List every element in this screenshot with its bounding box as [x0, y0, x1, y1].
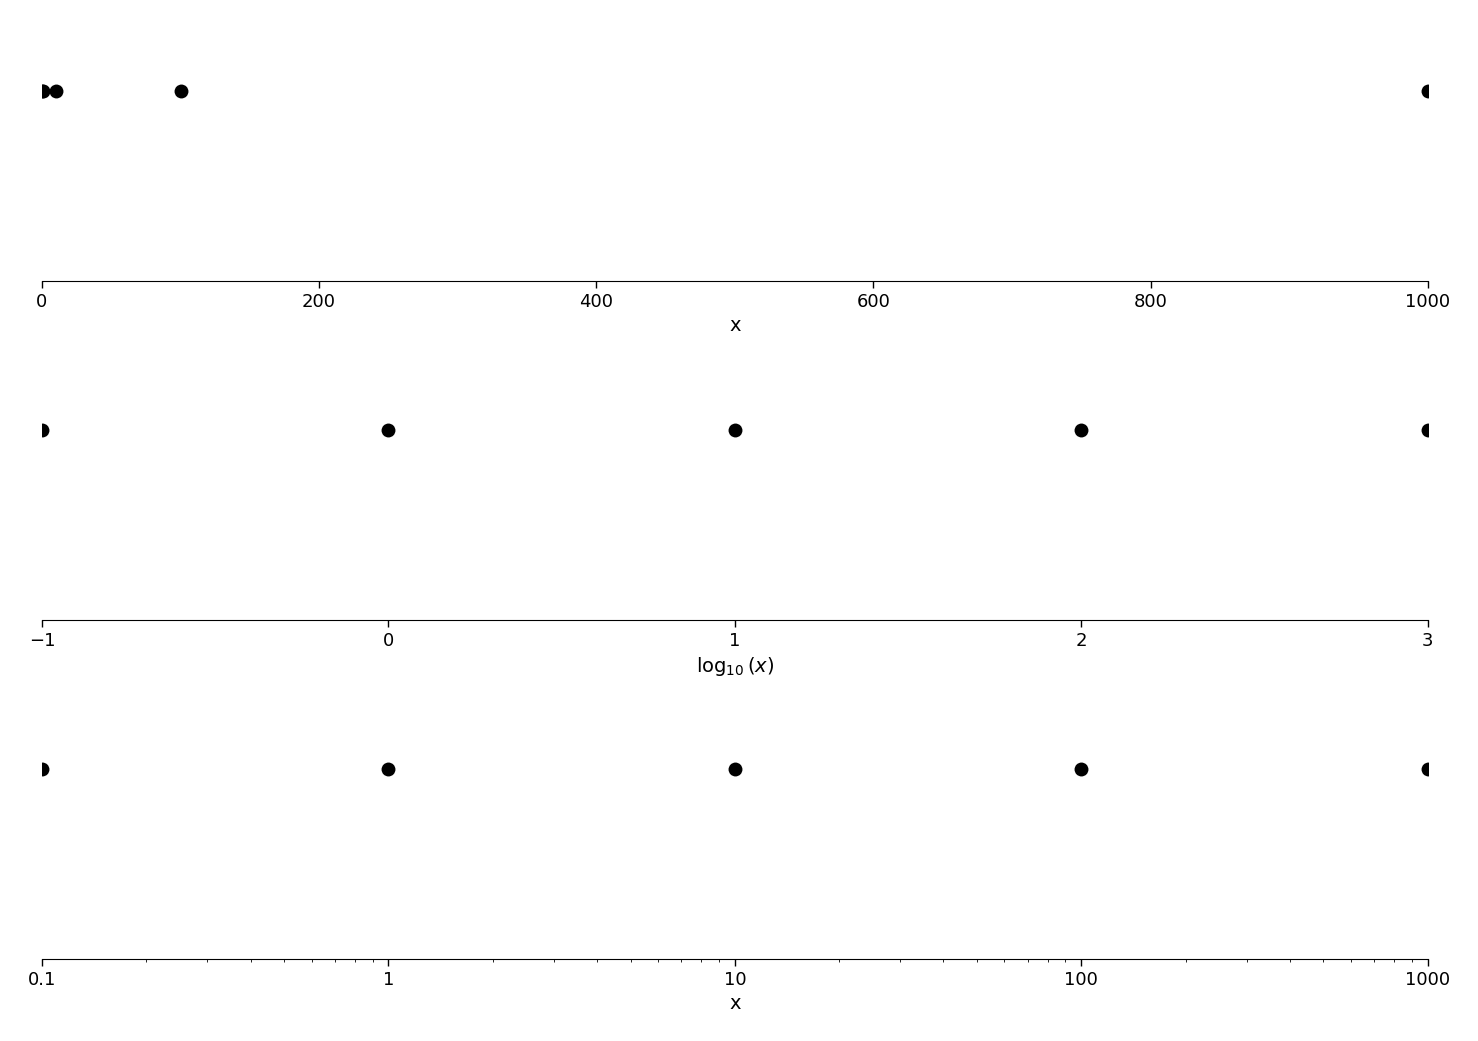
Point [723, 422, 746, 438]
Point [1416, 761, 1440, 778]
Point [30, 82, 53, 99]
Point [30, 422, 53, 438]
X-axis label: x: x [729, 316, 740, 335]
Point [44, 82, 68, 99]
Point [377, 761, 401, 778]
X-axis label: x: x [729, 994, 740, 1013]
Point [723, 761, 746, 778]
Point [1070, 422, 1094, 438]
Point [1070, 761, 1094, 778]
Point [31, 82, 55, 99]
Point [168, 82, 192, 99]
Point [1416, 422, 1440, 438]
Point [377, 422, 401, 438]
Point [1416, 82, 1440, 99]
Point [30, 761, 53, 778]
X-axis label: $\log_{10}(x)$: $\log_{10}(x)$ [696, 655, 774, 678]
